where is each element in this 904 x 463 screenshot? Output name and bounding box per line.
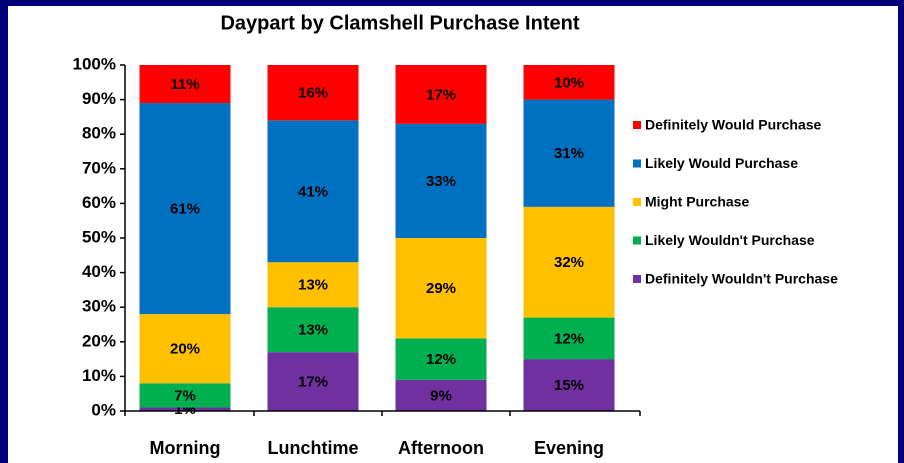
bar-segment [395,65,487,124]
y-tick-label: 0% [91,400,116,419]
bar-segment [267,65,359,121]
data-label: 17% [298,374,328,391]
bar-segment [139,407,231,411]
data-label: 17% [426,86,456,103]
y-tick-label: 20% [82,331,116,350]
data-label: 20% [170,341,200,358]
bar-segment [395,379,487,411]
legend-swatch [633,236,641,245]
bar-segment [523,99,615,207]
bar-segment [139,65,231,104]
legend-label: Likely Wouldn't Purchase [645,232,815,248]
data-label: 32% [554,254,584,271]
data-label: 13% [298,277,328,294]
x-tick-label: Lunchtime [267,438,358,458]
bar-segment [523,206,615,318]
y-tick-label: 10% [82,366,116,385]
y-tick-label: 90% [82,89,116,108]
data-label: 13% [298,322,328,339]
legend-swatch [633,275,641,283]
x-tick-label: Evening [534,438,604,458]
legend-label: Definitely Would Purchase [645,117,822,133]
y-tick-label: 40% [82,262,116,281]
data-label: 33% [426,173,456,190]
data-label: 11% [170,76,199,93]
bar-segment [523,317,615,360]
bar-segment [395,123,487,238]
bar-segment [267,120,359,263]
legend-swatch [633,121,641,129]
y-tick-label: 60% [82,193,116,212]
x-tick-label: Morning [150,438,221,458]
data-label: 7% [174,387,196,404]
bar-segment [267,352,359,411]
y-tick-label: 80% [82,124,116,143]
chart-title: Daypart by Clamshell Purchase Intent [220,12,579,34]
legend-label: Definitely Wouldn't Purchase [645,271,838,287]
data-label: 15% [554,377,584,394]
data-label: 16% [298,85,328,102]
y-tick-label: 100% [73,54,116,73]
x-tick-label: Afternoon [398,438,484,458]
bar-segment [523,359,615,411]
y-tick-label: 50% [82,227,116,246]
bar-segment [139,314,231,384]
data-label: 61% [170,201,200,218]
data-label: 9% [430,387,452,404]
bar-segment [139,103,231,315]
data-label: 12% [426,351,456,368]
bar-segment [395,338,487,380]
y-tick-label: 70% [82,158,116,177]
data-label: 41% [298,183,328,200]
bar-segment [395,238,487,339]
legend-swatch [633,198,641,206]
legend-label: Might Purchase [645,194,749,210]
y-tick-label: 30% [82,297,116,316]
legend-label: Likely Would Purchase [645,155,798,171]
bar-segment [267,262,359,308]
data-label: 12% [554,330,584,347]
data-label: 31% [554,145,584,162]
data-label: 10% [554,74,584,91]
bar-segment [267,307,359,353]
bar-segment [139,383,231,408]
bar-segment [523,65,615,100]
data-label: 29% [426,280,456,297]
legend-swatch [633,159,641,168]
